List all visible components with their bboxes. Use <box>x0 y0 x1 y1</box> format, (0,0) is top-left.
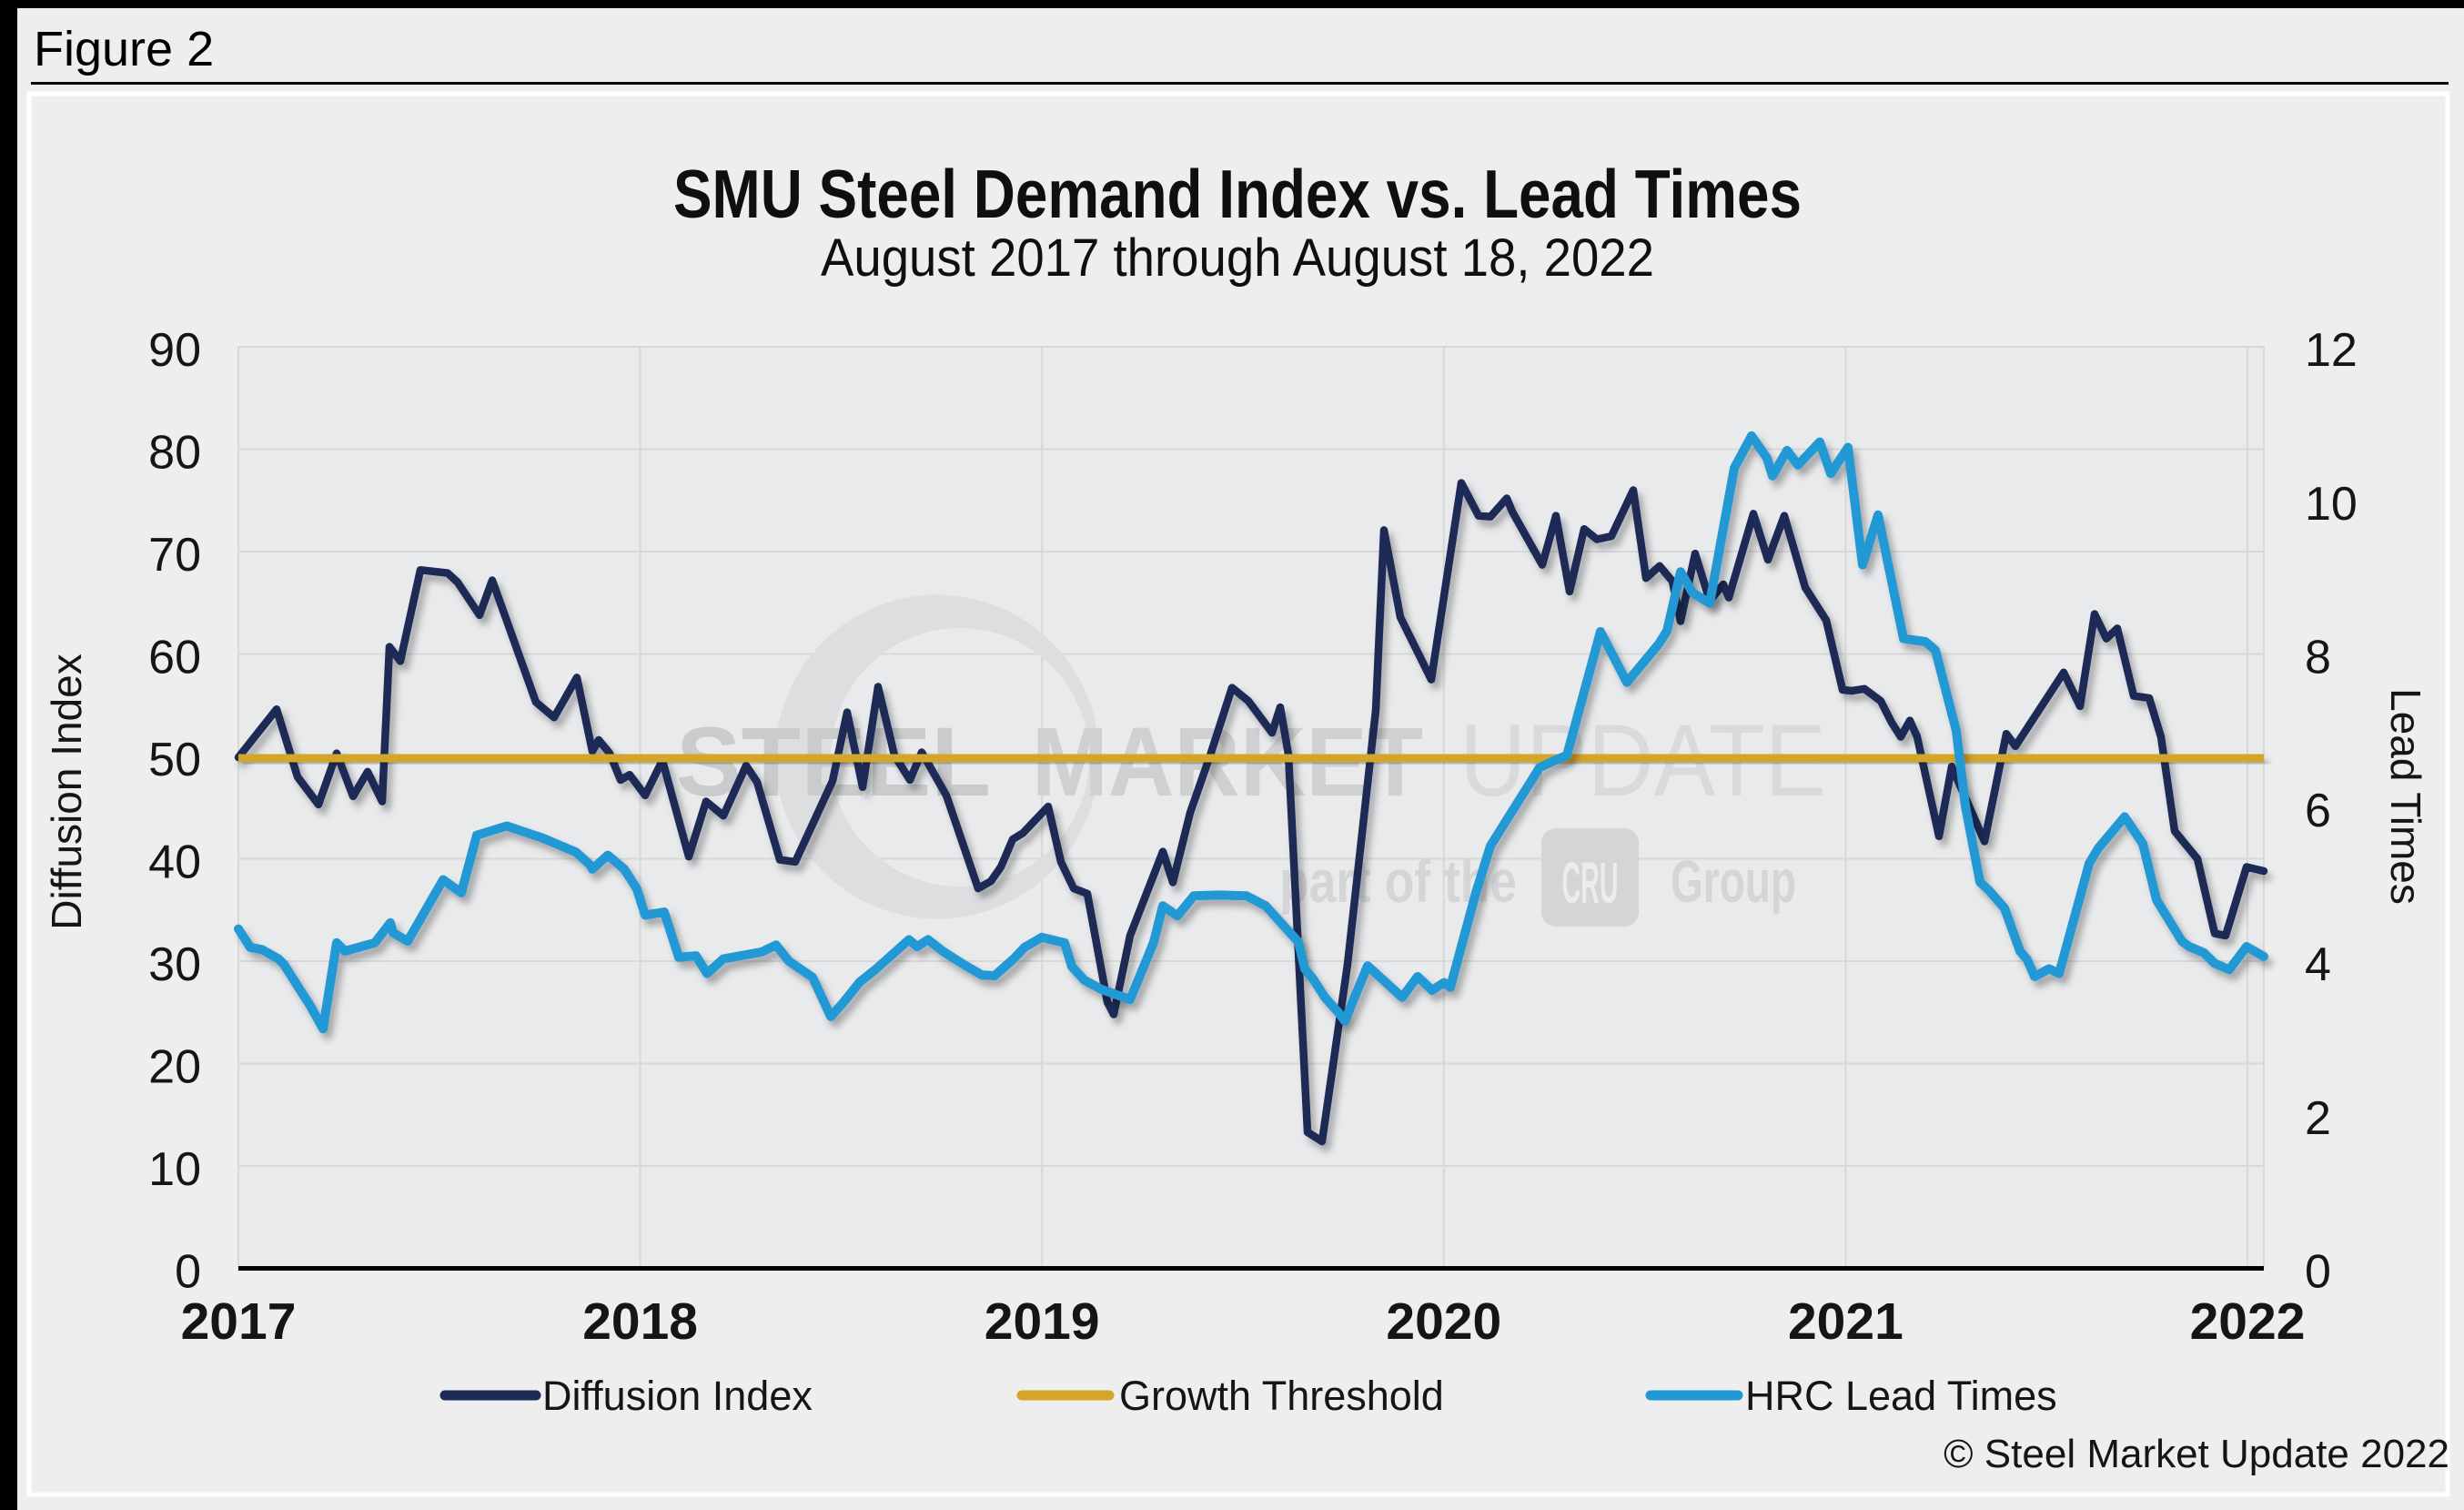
svg-text:60: 60 <box>148 632 201 684</box>
svg-text:Diffusion Index: Diffusion Index <box>43 654 90 929</box>
svg-text:8: 8 <box>2305 632 2331 684</box>
svg-text:CRU: CRU <box>1562 850 1619 916</box>
svg-text:40: 40 <box>148 836 201 889</box>
svg-text:80: 80 <box>148 427 201 480</box>
svg-text:4: 4 <box>2305 938 2331 991</box>
svg-text:6: 6 <box>2305 785 2331 837</box>
svg-text:2018: 2018 <box>582 1292 698 1351</box>
svg-text:Lead Times: Lead Times <box>2382 688 2429 905</box>
svg-text:20: 20 <box>148 1041 201 1094</box>
svg-text:10: 10 <box>2305 478 2358 531</box>
svg-text:2020: 2020 <box>1386 1292 1501 1351</box>
svg-text:Diffusion Index: Diffusion Index <box>542 1373 813 1419</box>
svg-text:2017: 2017 <box>181 1292 297 1351</box>
svg-text:Growth Threshold: Growth Threshold <box>1119 1373 1444 1419</box>
svg-text:HRC Lead Times: HRC Lead Times <box>1745 1373 2057 1419</box>
svg-text:90: 90 <box>148 324 201 377</box>
svg-text:12: 12 <box>2305 324 2358 377</box>
svg-text:10: 10 <box>148 1143 201 1196</box>
svg-text:30: 30 <box>148 938 201 991</box>
svg-text:0: 0 <box>175 1246 201 1299</box>
svg-text:70: 70 <box>148 529 201 582</box>
svg-text:2: 2 <box>2305 1092 2331 1145</box>
svg-text:2022: 2022 <box>2190 1292 2306 1351</box>
svg-text:August 2017 through August 18,: August 2017 through August 18, 2022 <box>821 228 1654 288</box>
svg-text:© Steel Market Update 2022: © Steel Market Update 2022 <box>1944 1432 2449 1476</box>
svg-text:SMU Steel Demand Index vs. Lea: SMU Steel Demand Index vs. Lead Times <box>673 156 1802 232</box>
svg-text:2019: 2019 <box>985 1292 1100 1351</box>
svg-text:0: 0 <box>2305 1246 2331 1299</box>
svg-text:50: 50 <box>148 734 201 786</box>
svg-text:2021: 2021 <box>1788 1292 1904 1351</box>
svg-text:Figure 2: Figure 2 <box>34 22 214 76</box>
svg-text:Group: Group <box>1671 847 1796 915</box>
